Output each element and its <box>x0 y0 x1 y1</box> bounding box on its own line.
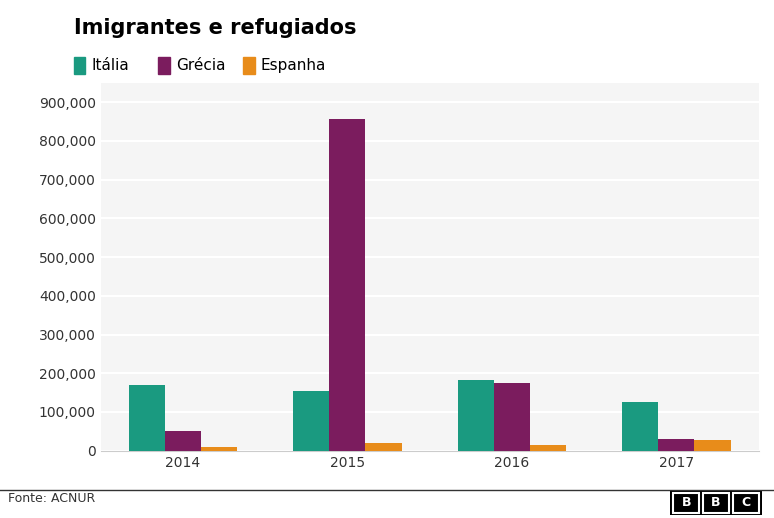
Bar <box>622 402 658 451</box>
Bar <box>658 439 694 451</box>
Bar <box>128 385 165 451</box>
Text: Imigrantes e refugiados: Imigrantes e refugiados <box>74 18 356 38</box>
Bar <box>494 383 530 451</box>
Bar <box>201 447 237 451</box>
Text: Grécia: Grécia <box>176 59 226 73</box>
Text: B: B <box>681 496 691 510</box>
Bar <box>457 380 494 451</box>
Bar <box>530 445 566 451</box>
Bar <box>293 391 329 451</box>
Text: B: B <box>711 496 721 510</box>
Bar <box>365 443 402 451</box>
Text: C: C <box>741 496 750 510</box>
FancyBboxPatch shape <box>733 493 759 513</box>
Text: Fonte: ACNUR: Fonte: ACNUR <box>8 492 95 505</box>
Bar <box>329 119 365 451</box>
Bar <box>165 431 201 451</box>
FancyBboxPatch shape <box>703 493 729 513</box>
Text: Itália: Itália <box>91 59 129 73</box>
Text: Espanha: Espanha <box>261 59 327 73</box>
FancyBboxPatch shape <box>673 493 699 513</box>
Bar <box>694 440 731 451</box>
